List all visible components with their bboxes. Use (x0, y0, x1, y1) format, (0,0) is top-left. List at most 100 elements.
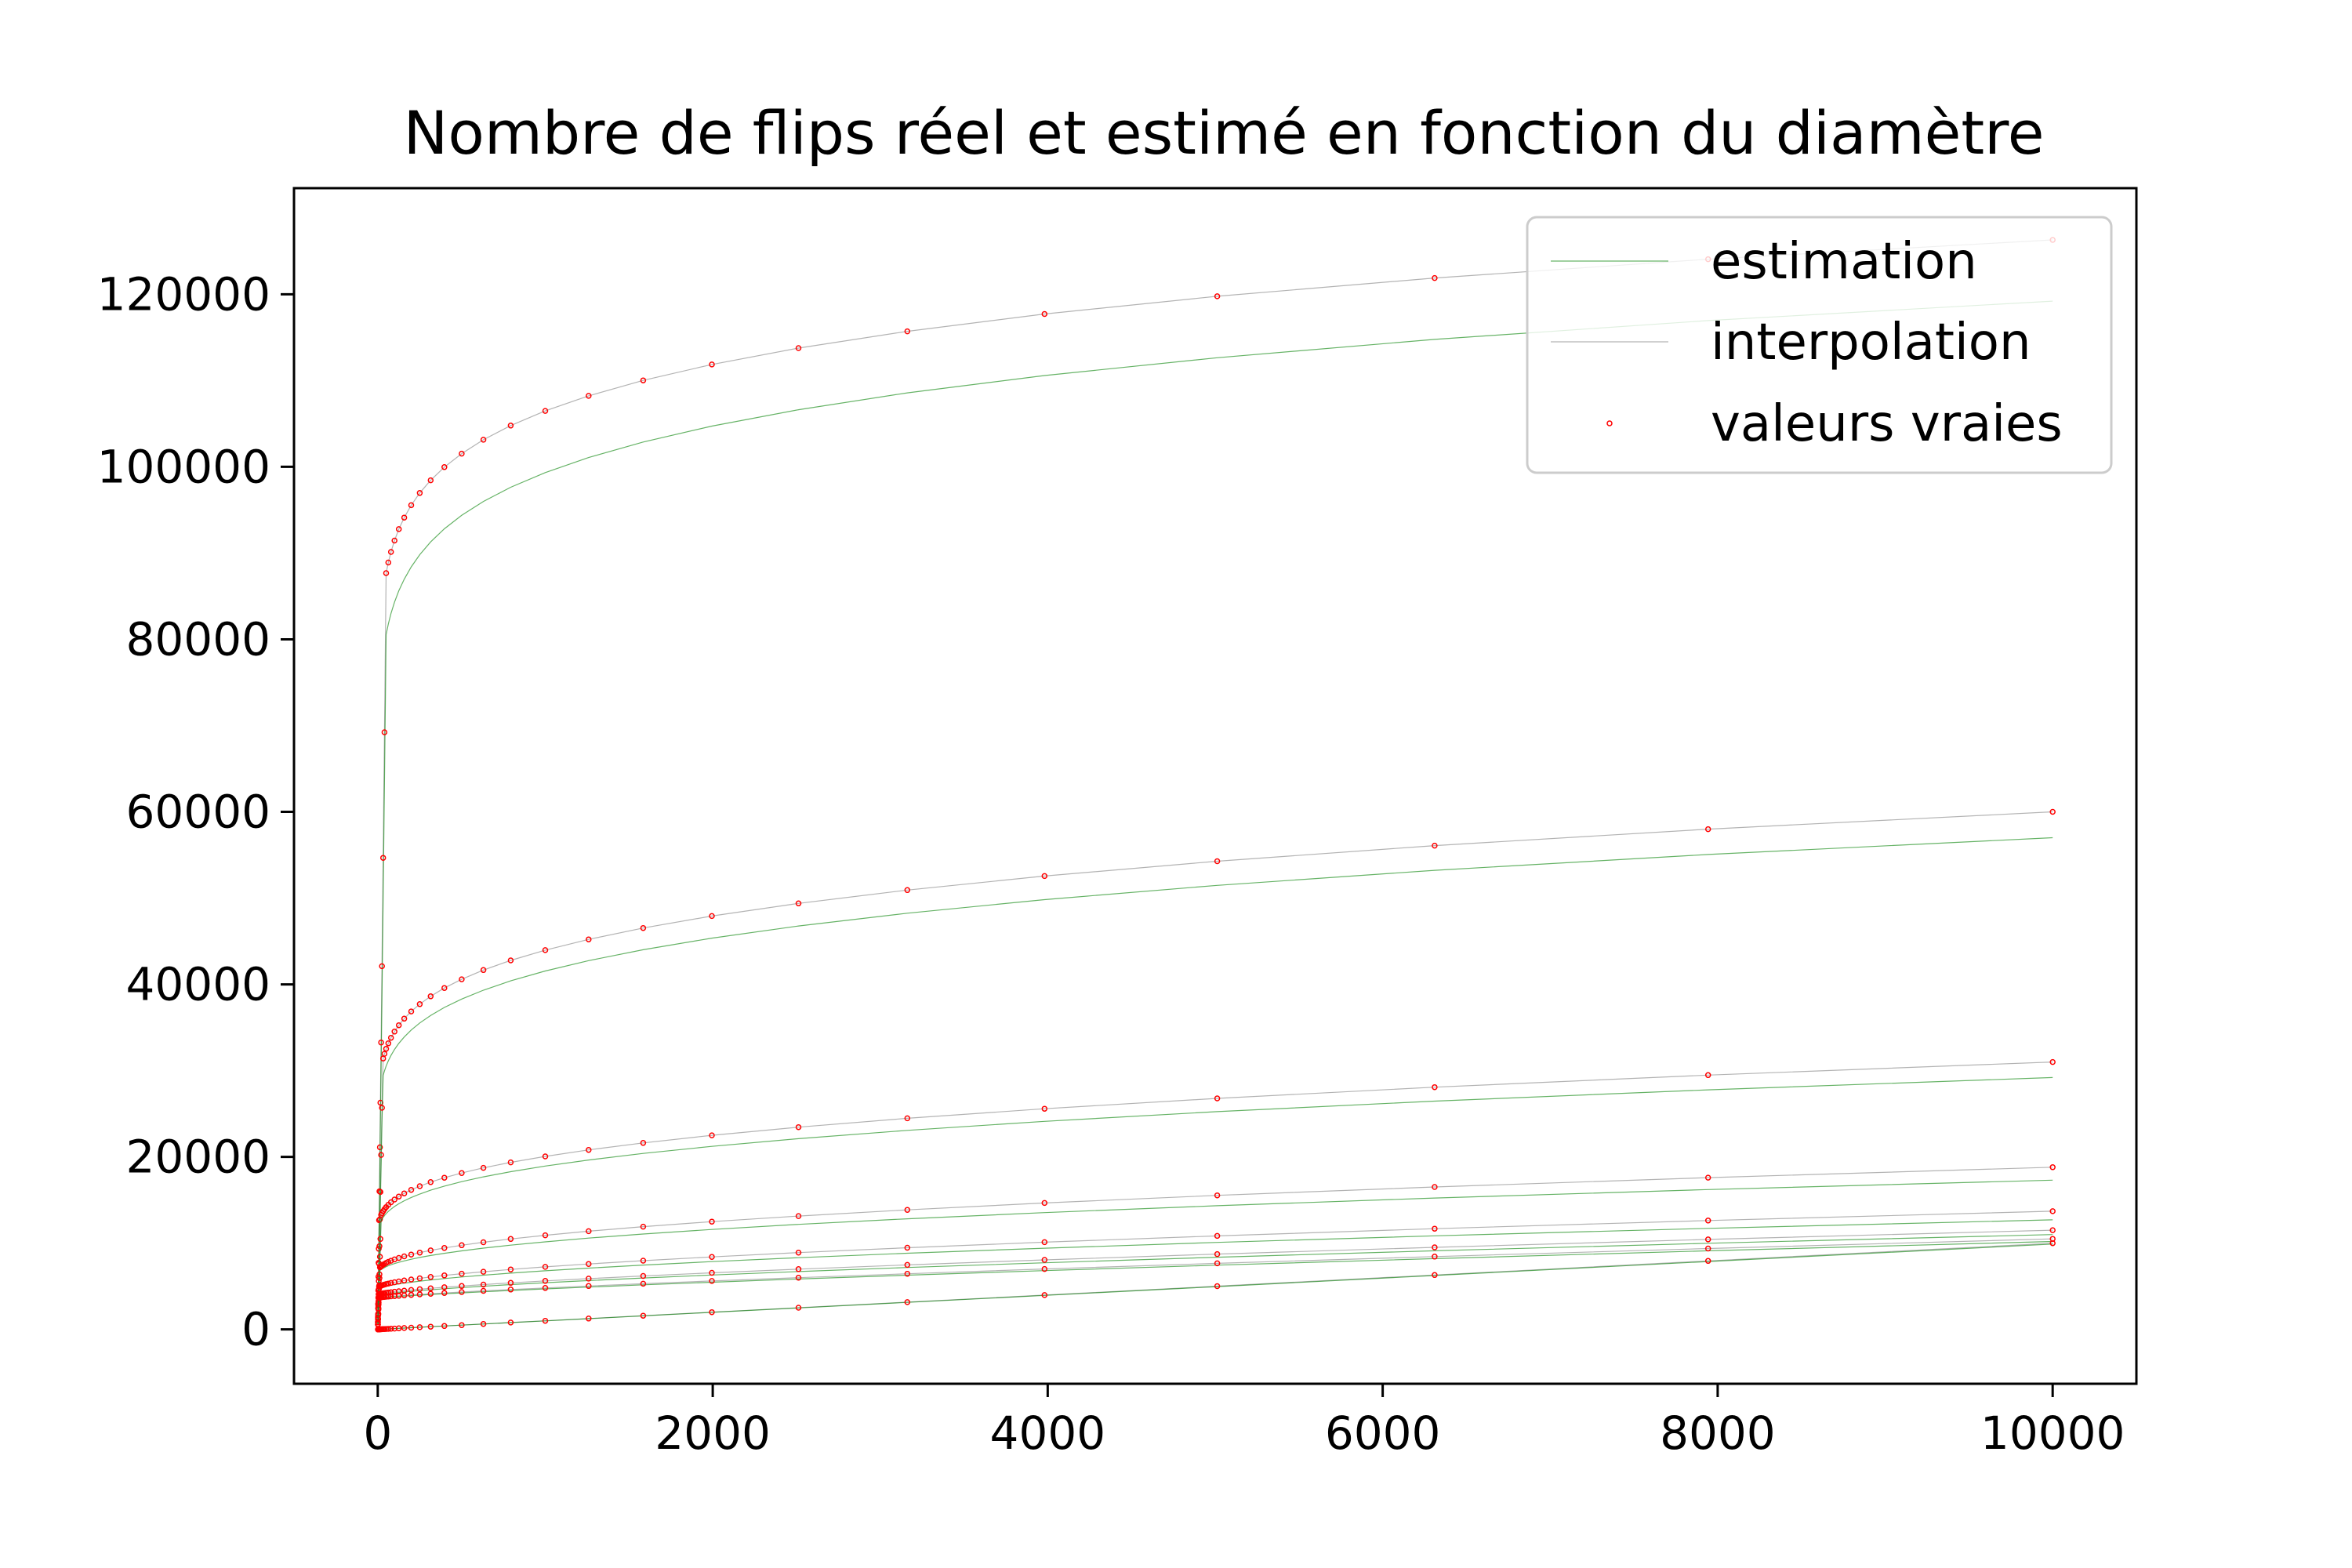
true-value-point (640, 1280, 647, 1287)
true-value-point (378, 1152, 384, 1158)
true-value-point (2049, 1208, 2056, 1214)
true-value-point (904, 1207, 911, 1213)
true-value-point (459, 1242, 465, 1249)
true-value-point (385, 1258, 392, 1265)
true-value-point (795, 345, 802, 351)
true-value-point (441, 1272, 448, 1279)
y-tick-label: 80000 (125, 612, 270, 666)
y-tick-label: 100000 (97, 440, 270, 493)
series-family (375, 1240, 2056, 1333)
true-value-point (1432, 1184, 1438, 1190)
true-value-point (381, 729, 388, 735)
true-value-point (1704, 1258, 1711, 1265)
true-value-point (375, 1319, 381, 1326)
true-value-point (795, 900, 802, 907)
true-value-point (904, 1270, 911, 1277)
true-value-point (1432, 1254, 1438, 1260)
true-value-point (427, 1274, 434, 1280)
true-value-point (387, 1199, 394, 1206)
plot-frame (292, 187, 2138, 1385)
true-value-point (586, 393, 592, 399)
true-value-point (387, 1258, 394, 1264)
true-value-point (408, 1324, 415, 1331)
y-tick-label: 60000 (125, 786, 270, 839)
true-value-point (401, 1015, 408, 1022)
true-value-point (395, 1293, 402, 1299)
true-value-point (542, 1232, 549, 1239)
true-value-point (385, 1280, 392, 1287)
x-tick-label: 4000 (990, 1406, 1106, 1460)
true-value-point (542, 947, 549, 953)
true-value-point (1432, 1083, 1438, 1091)
true-value-point (376, 1243, 383, 1250)
true-value-point (401, 1325, 408, 1331)
true-value-point (1214, 1283, 1221, 1290)
x-tick-label: 8000 (1660, 1406, 1776, 1460)
true-value-point (383, 1046, 390, 1052)
legend-entry-interpolation: interpolation (1551, 314, 2031, 372)
true-value-point (640, 1223, 647, 1230)
true-value-point (1041, 1265, 1048, 1272)
true-value-point (387, 1293, 394, 1300)
true-value-point (640, 377, 647, 383)
true-value-point (2049, 808, 2056, 815)
true-value-point (459, 450, 465, 457)
true-value-point (640, 924, 647, 931)
true-value-point (395, 1325, 402, 1332)
true-value-point (377, 1189, 383, 1196)
true-value-point (709, 1278, 715, 1284)
true-value-point (1704, 1236, 1711, 1243)
true-value-point (377, 1236, 383, 1243)
true-value-point (1041, 1105, 1048, 1112)
true-value-point (427, 1247, 434, 1254)
true-value-point (385, 559, 392, 566)
true-value-point (507, 957, 514, 964)
true-value-point (480, 1164, 487, 1171)
y-tick-label: 0 (241, 1303, 270, 1356)
true-value-point (480, 1239, 487, 1246)
x-tick-label: 10000 (1980, 1406, 2125, 1460)
true-value-point (586, 1228, 592, 1235)
legend-interpolation-label: interpolation (1711, 314, 2031, 372)
true-value-point (408, 502, 415, 509)
true-value-point (1041, 1257, 1048, 1263)
true-value-point (480, 1287, 487, 1294)
true-value-point (427, 1323, 434, 1330)
true-value-point (459, 1170, 465, 1176)
true-value-point (1214, 1192, 1221, 1199)
true-value-point (1432, 842, 1438, 849)
true-value-point (1214, 1250, 1221, 1258)
true-value-point (480, 437, 487, 443)
true-value-point (1214, 858, 1221, 865)
x-axis: 0 2000 4000 6000 8000 10000 (363, 1384, 2125, 1460)
legend-valeurs-vraies-marker (1606, 420, 1613, 426)
true-value-point (1432, 1225, 1438, 1232)
true-value-point (387, 549, 394, 555)
true-value-point (391, 537, 397, 544)
true-value-point (385, 1040, 392, 1047)
true-value-point (1041, 1292, 1048, 1298)
true-value-point (459, 1283, 465, 1290)
true-value-point (391, 1196, 397, 1203)
true-value-point (401, 514, 408, 521)
true-value-point (376, 1246, 382, 1252)
true-value-point (408, 1291, 415, 1298)
true-value-point (1704, 1245, 1711, 1252)
true-value-point (709, 1269, 715, 1276)
true-value-point (427, 1285, 434, 1292)
true-value-point (1041, 873, 1048, 880)
true-value-point (441, 464, 448, 470)
true-value-point (904, 887, 911, 894)
true-value-point (507, 1287, 514, 1293)
true-value-point (441, 985, 448, 991)
true-value-point (395, 1278, 402, 1285)
true-value-point (416, 1324, 423, 1330)
true-value-point (795, 1249, 802, 1256)
true-value-point (507, 1236, 514, 1243)
true-value-point (709, 361, 715, 368)
true-value-point (395, 1022, 402, 1029)
true-value-point (586, 1261, 592, 1267)
true-value-point (542, 1317, 549, 1324)
true-value-point (376, 1144, 383, 1151)
